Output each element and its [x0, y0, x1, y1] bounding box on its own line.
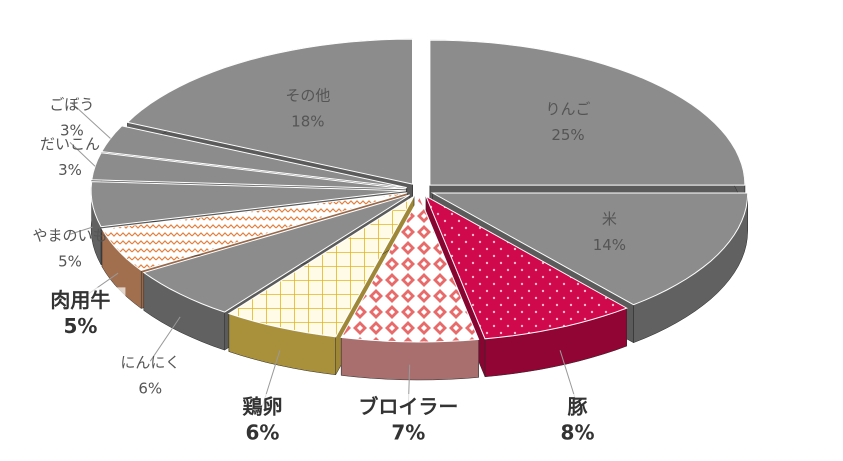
label-bg	[217, 394, 308, 448]
slice-wall-shade	[143, 272, 225, 351]
slice-wall-shade	[91, 181, 101, 265]
slice-top	[100, 125, 407, 189]
slice-top	[430, 192, 749, 306]
value-label: 5%	[63, 314, 97, 338]
value-label: 18%	[291, 113, 324, 131]
value-label: 25%	[551, 126, 584, 144]
label-bg	[532, 394, 623, 448]
slice-wall-shade	[485, 308, 627, 377]
slice-top	[227, 195, 415, 338]
value-label: 3%	[60, 122, 84, 140]
value-label: 7%	[391, 421, 425, 445]
slice-label: りんご	[545, 100, 590, 118]
label-bg	[363, 394, 454, 448]
slice-label: 豚	[568, 395, 588, 419]
slice-label: ブロイラー	[358, 395, 458, 419]
leader-line	[69, 142, 96, 167]
slice-label: 米	[602, 210, 617, 228]
slice-wall-shade	[341, 337, 479, 380]
leader-line	[149, 316, 181, 362]
slice-top	[429, 39, 746, 186]
value-label: 3%	[58, 161, 82, 179]
slice-top	[340, 195, 480, 343]
slice-label: その他	[285, 87, 330, 105]
slice-label: だいこん	[40, 135, 100, 153]
slice-wall-shade	[102, 228, 142, 309]
labels: りんご25%米14%豚8%ブロイラー7%鶏卵6%にんにく6%肉用牛5%やまのいも…	[32, 87, 626, 448]
slice-label: やまのいも	[32, 227, 107, 245]
pie	[90, 38, 749, 381]
value-label: 5%	[58, 253, 82, 271]
value-label: 6%	[245, 421, 279, 445]
slice-top	[126, 38, 413, 185]
slice-wall-shade	[633, 193, 748, 343]
slice-top	[424, 195, 628, 340]
leader-line	[69, 226, 93, 235]
slice-label: ごぼう	[49, 96, 94, 114]
slice-top	[90, 181, 407, 228]
slice-top	[91, 152, 407, 190]
value-label: 14%	[593, 236, 626, 254]
value-label: 8%	[561, 421, 595, 445]
slice-label: 肉用牛	[50, 288, 110, 312]
label-bg	[35, 287, 126, 342]
slice-label: 鶏卵	[242, 395, 282, 419]
leader-line	[71, 102, 111, 139]
slice-top	[101, 192, 408, 272]
slice-top	[142, 194, 411, 313]
slice	[340, 195, 480, 381]
slice-wall-shade	[228, 313, 336, 375]
value-label: 6%	[138, 380, 162, 398]
slice-label: にんにく	[120, 354, 180, 372]
